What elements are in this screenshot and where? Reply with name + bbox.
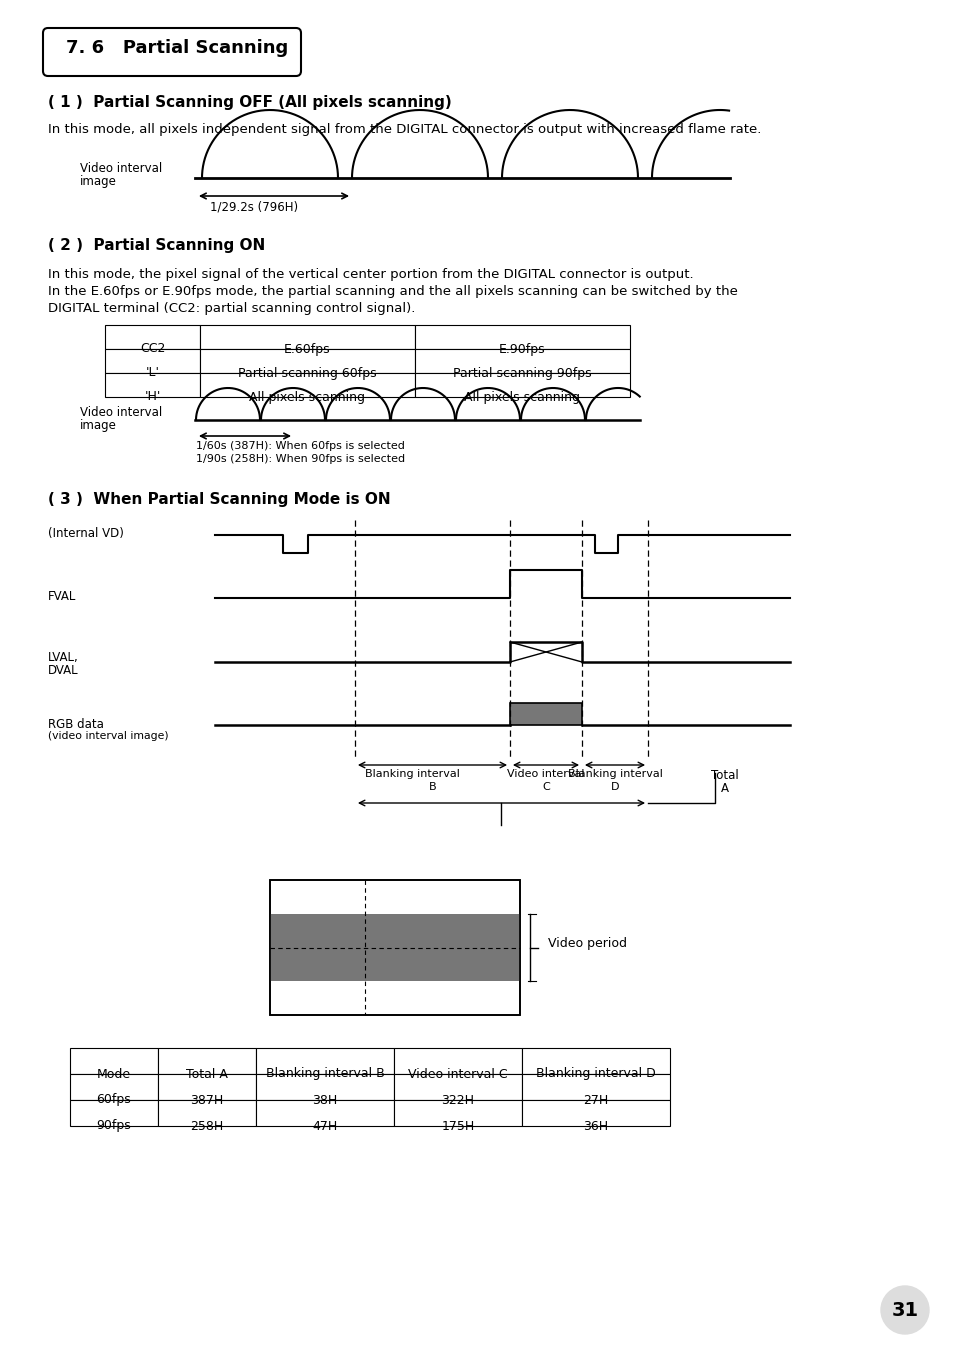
Bar — [255, 1073, 394, 1101]
Text: Total: Total — [710, 769, 739, 781]
Bar — [415, 373, 629, 397]
Text: 27H: 27H — [583, 1094, 608, 1106]
Circle shape — [880, 1286, 928, 1334]
Text: 'L': 'L' — [146, 366, 159, 380]
Text: 'H': 'H' — [144, 391, 160, 403]
Bar — [270, 914, 519, 982]
Text: Partial scanning 90fps: Partial scanning 90fps — [453, 366, 591, 380]
Text: 258H: 258H — [191, 1119, 223, 1133]
Text: 60fps: 60fps — [96, 1094, 132, 1106]
Bar — [158, 1048, 255, 1073]
Text: Video interval: Video interval — [80, 162, 162, 174]
Text: In the E.60fps or E.90fps mode, the partial scanning and the all pixels scanning: In the E.60fps or E.90fps mode, the part… — [48, 285, 737, 297]
Text: E.60fps: E.60fps — [284, 342, 331, 356]
Bar — [70, 1048, 158, 1073]
Text: LVAL,: LVAL, — [48, 652, 79, 664]
FancyBboxPatch shape — [43, 28, 301, 76]
Text: Video interval C: Video interval C — [408, 1068, 507, 1080]
Bar — [521, 1101, 669, 1126]
Text: E.90fps: E.90fps — [498, 342, 545, 356]
Text: B: B — [428, 781, 436, 792]
Bar — [200, 349, 415, 373]
Bar — [70, 1073, 158, 1101]
Text: DVAL: DVAL — [48, 664, 78, 677]
Bar — [415, 324, 629, 349]
Text: Partial scanning 60fps: Partial scanning 60fps — [238, 366, 376, 380]
Text: Video interval: Video interval — [80, 406, 162, 419]
Bar — [270, 880, 519, 1015]
Bar — [510, 703, 581, 725]
Text: C: C — [541, 781, 549, 792]
Text: 7. 6   Partial Scanning: 7. 6 Partial Scanning — [66, 39, 288, 57]
Bar — [521, 1048, 669, 1073]
Bar — [105, 349, 200, 373]
Text: Blanking interval D: Blanking interval D — [536, 1068, 655, 1080]
Text: (Internal VD): (Internal VD) — [48, 527, 124, 539]
Text: 47H: 47H — [312, 1119, 337, 1133]
Text: 1/60s (387H): When 60fps is selected: 1/60s (387H): When 60fps is selected — [195, 441, 404, 452]
Text: In this mode, all pixels independent signal from the DIGITAL connector is output: In this mode, all pixels independent sig… — [48, 123, 760, 137]
Bar — [255, 1101, 394, 1126]
Bar — [415, 349, 629, 373]
Text: 175H: 175H — [441, 1119, 475, 1133]
Bar — [394, 1101, 521, 1126]
Bar — [200, 324, 415, 349]
Text: D: D — [610, 781, 618, 792]
Bar — [105, 373, 200, 397]
Bar — [105, 324, 200, 349]
Text: Video period: Video period — [547, 937, 626, 950]
Text: In this mode, the pixel signal of the vertical center portion from the DIGITAL c: In this mode, the pixel signal of the ve… — [48, 268, 693, 281]
Text: ( 3 )  When Partial Scanning Mode is ON: ( 3 ) When Partial Scanning Mode is ON — [48, 492, 390, 507]
Text: ( 1 )  Partial Scanning OFF (All pixels scanning): ( 1 ) Partial Scanning OFF (All pixels s… — [48, 95, 452, 110]
Text: 387H: 387H — [191, 1094, 223, 1106]
Text: 1/29.2s (796H): 1/29.2s (796H) — [210, 201, 297, 214]
Text: image: image — [80, 419, 117, 433]
Text: Blanking interval: Blanking interval — [365, 769, 459, 779]
Text: 1/90s (258H): When 90fps is selected: 1/90s (258H): When 90fps is selected — [195, 454, 405, 464]
Text: Blanking interval B: Blanking interval B — [265, 1068, 384, 1080]
Text: 90fps: 90fps — [96, 1119, 132, 1133]
Bar — [158, 1073, 255, 1101]
Text: CC2: CC2 — [140, 342, 165, 356]
Text: (video interval image): (video interval image) — [48, 731, 169, 741]
Bar — [70, 1101, 158, 1126]
Text: Mode: Mode — [97, 1068, 131, 1080]
Text: RGB data: RGB data — [48, 718, 104, 731]
Bar — [521, 1073, 669, 1101]
Bar — [394, 1073, 521, 1101]
Text: 322H: 322H — [441, 1094, 474, 1106]
Text: A: A — [720, 781, 728, 795]
Text: Video interval: Video interval — [507, 769, 584, 779]
Bar — [158, 1101, 255, 1126]
Text: DIGITAL terminal (CC2: partial scanning control signal).: DIGITAL terminal (CC2: partial scanning … — [48, 301, 415, 315]
Text: FVAL: FVAL — [48, 589, 76, 603]
Text: Blanking interval: Blanking interval — [567, 769, 661, 779]
Text: Total A: Total A — [186, 1068, 228, 1080]
Bar — [270, 880, 519, 1015]
Text: 31: 31 — [890, 1301, 918, 1320]
Bar — [200, 373, 415, 397]
Bar — [394, 1048, 521, 1073]
Text: ( 2 )  Partial Scanning ON: ( 2 ) Partial Scanning ON — [48, 238, 265, 253]
Text: All pixels scanning: All pixels scanning — [250, 391, 365, 403]
Text: 38H: 38H — [312, 1094, 337, 1106]
Text: All pixels scanning: All pixels scanning — [464, 391, 579, 403]
Bar — [255, 1048, 394, 1073]
Text: 36H: 36H — [583, 1119, 608, 1133]
Text: image: image — [80, 174, 117, 188]
